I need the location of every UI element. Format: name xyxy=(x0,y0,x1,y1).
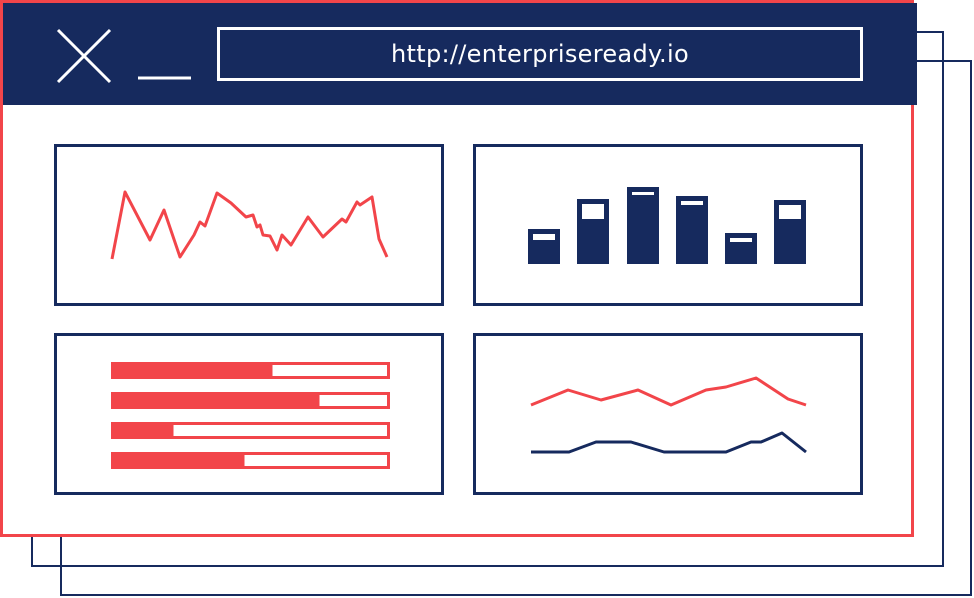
progress-bars-widget xyxy=(54,333,444,495)
minimize-icon[interactable] xyxy=(136,63,194,85)
progress-bars xyxy=(111,362,390,469)
progress-bar-1 xyxy=(111,362,390,379)
progress-bar-2 xyxy=(111,392,390,409)
bar-5 xyxy=(725,233,757,264)
line-chart xyxy=(110,190,389,260)
bar-4 xyxy=(676,196,708,264)
bar-chart-widget xyxy=(473,144,863,306)
bar-3 xyxy=(627,187,659,264)
bar-2 xyxy=(577,199,609,264)
bar-chart xyxy=(528,187,806,264)
progress-bar-4 xyxy=(111,452,390,469)
dual-line-chart-widget xyxy=(473,333,863,495)
progress-bar-3 xyxy=(111,422,390,439)
dual-line-chart xyxy=(530,376,807,454)
line-series-red xyxy=(110,190,389,260)
bar-6 xyxy=(774,200,806,264)
close-icon[interactable] xyxy=(53,25,115,87)
line-chart-widget xyxy=(54,144,444,306)
url-bar[interactable]: http://enterpriseready.io xyxy=(217,27,863,81)
bar-1 xyxy=(528,229,560,264)
browser-window: http://enterpriseready.io xyxy=(0,0,917,537)
title-bar: http://enterpriseready.io xyxy=(3,3,917,105)
line-series-red xyxy=(530,376,807,407)
line-series-navy xyxy=(531,431,807,454)
